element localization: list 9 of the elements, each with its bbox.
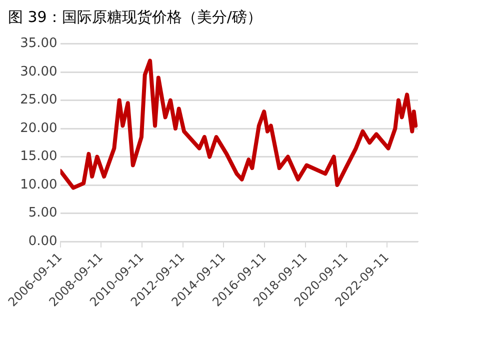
y-tick-label: 5.00 xyxy=(28,206,58,221)
y-tick-label: 10.00 xyxy=(20,177,58,192)
y-tick-label: 35.00 xyxy=(20,36,58,52)
y-tick-label: 0.00 xyxy=(28,234,58,249)
chart-title: 图 39：国际原糖现货价格（美分/磅） xyxy=(8,8,263,27)
y-tick-label: 20.00 xyxy=(20,120,58,136)
y-tick-label: 25.00 xyxy=(20,92,58,108)
y-tick-label: 30.00 xyxy=(20,64,58,80)
y-tick-label: 15.00 xyxy=(20,149,58,164)
